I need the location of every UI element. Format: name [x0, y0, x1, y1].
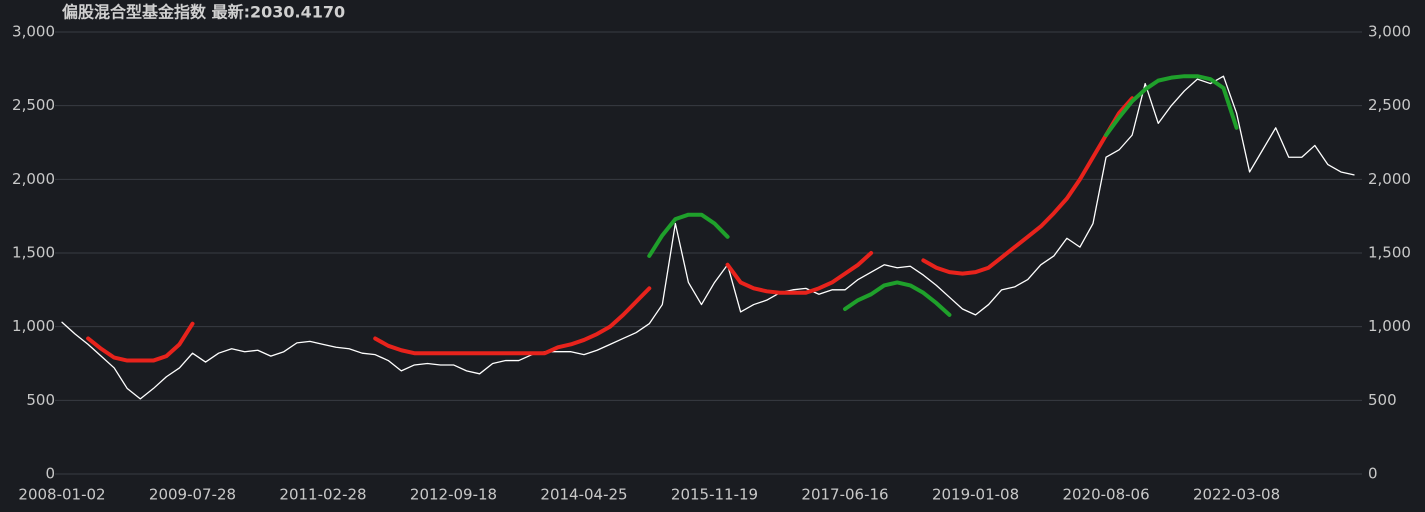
y2-tick-label: 2,000: [1368, 170, 1411, 188]
x-tick-label: 2014-04-25: [540, 486, 627, 504]
y-tick-label: 0: [45, 465, 55, 483]
y-tick-label: 2,500: [12, 96, 55, 114]
y-tick-label: 1,500: [12, 244, 55, 262]
index-line: [61, 75, 1355, 400]
y-tick-label: 1,000: [12, 317, 55, 335]
y2-tick-label: 500: [1368, 391, 1397, 409]
y-tick-label: 500: [26, 391, 55, 409]
y2-tick-label: 1,000: [1368, 317, 1411, 335]
x-tick-label: 2017-06-16: [801, 486, 888, 504]
y2-tick-label: 2,500: [1368, 96, 1411, 114]
y2-tick-label: 1,500: [1368, 244, 1411, 262]
y-tick-label: 3,000: [12, 23, 55, 41]
x-tick-label: 2019-01-08: [932, 486, 1019, 504]
x-tick-label: 2012-09-18: [410, 486, 497, 504]
x-tick-label: 2011-02-28: [279, 486, 366, 504]
x-tick-label: 2022-03-08: [1193, 486, 1280, 504]
highlight-curve: [86, 96, 1135, 363]
x-tick-label: 2008-01-02: [18, 486, 105, 504]
y2-tick-label: 3,000: [1368, 23, 1411, 41]
chart-title: 偏股混合型基金指数 最新:2030.4170: [62, 3, 345, 22]
y2-tick-label: 0: [1368, 465, 1378, 483]
x-tick-label: 2015-11-19: [671, 486, 758, 504]
x-tick-label: 2009-07-28: [149, 486, 236, 504]
y-tick-label: 2,000: [12, 170, 55, 188]
x-tick-label: 2020-08-06: [1062, 486, 1149, 504]
highlight-curve: [647, 74, 1239, 317]
